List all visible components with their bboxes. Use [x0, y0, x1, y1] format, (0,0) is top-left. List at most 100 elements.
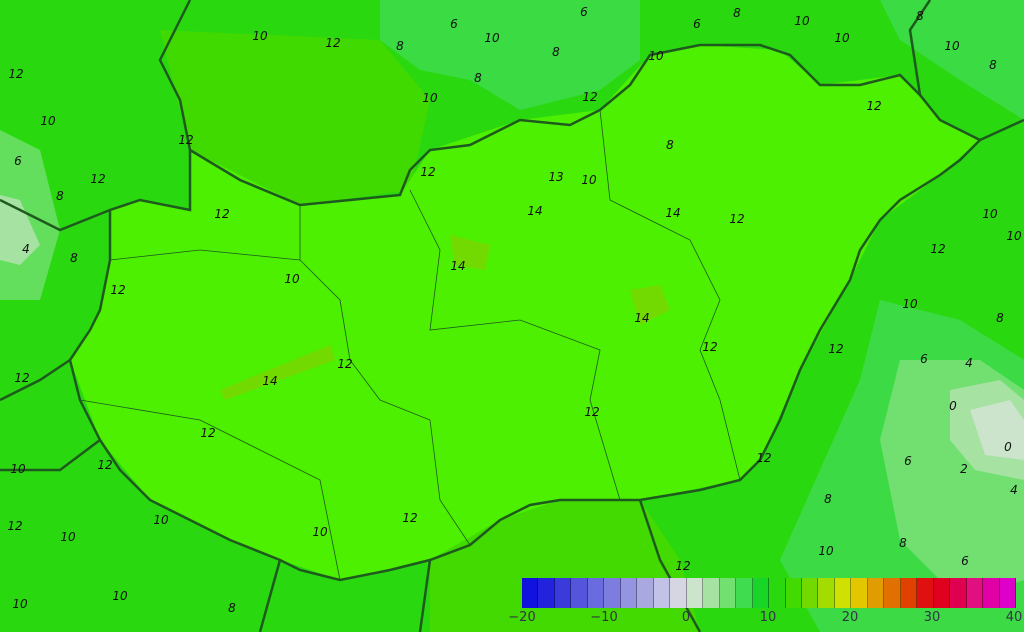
contour-label: 8: [666, 138, 674, 152]
county-border: [299, 205, 471, 546]
contour-label: 10: [312, 525, 328, 539]
colorbar-bin: [653, 578, 671, 608]
contour-label: 12: [178, 133, 193, 147]
contour-label: 12: [325, 36, 340, 50]
contour-label: 12: [420, 165, 435, 179]
contour-label: 14: [634, 311, 649, 325]
contour-label: 10: [818, 544, 834, 558]
contour-label: 12: [930, 242, 945, 256]
contour-label: 10: [944, 39, 960, 53]
contour-label: 6: [693, 17, 701, 31]
contour-label: 10: [10, 462, 26, 476]
contour-label: 8: [916, 9, 924, 23]
contour-label: 13: [548, 170, 563, 184]
contour-label: 10: [581, 173, 597, 187]
region-hungary-warm: [70, 45, 980, 580]
colorbar-bin: [604, 578, 621, 608]
colorbar-bin: [785, 578, 802, 608]
contour-label: 14: [262, 374, 277, 388]
contour-label: 8: [396, 39, 404, 53]
colorbar-bin: [538, 578, 555, 608]
colorbar-bin: [554, 578, 572, 608]
contour-label: 10: [112, 589, 128, 603]
contour-labels: 12 10 12 8 6 10 8 8 6 10 8 10 6 8 10 12 10 12 12 10 12 12 6 12 1…: [7, 5, 1022, 615]
contour-label: 8: [56, 189, 64, 203]
colorbar-bin: [686, 578, 704, 608]
contour-label: 12: [97, 458, 112, 472]
border-line: [979, 118, 1024, 142]
region-warmest-spot: [450, 235, 490, 270]
contour-label: 12: [756, 451, 771, 465]
contour-label: 12: [7, 519, 22, 533]
colorbar-bin: [884, 578, 901, 608]
border-line: [638, 499, 702, 632]
region-slovakia-warm: [160, 30, 430, 205]
border-line: [258, 559, 282, 632]
contour-label: 12: [729, 212, 744, 226]
contour-label: 6: [904, 454, 912, 468]
contour-label: 12: [200, 426, 215, 440]
contour-label: 12: [828, 342, 843, 356]
region-cool-northeast: [880, 0, 1024, 120]
contour-label: 12: [90, 172, 105, 186]
border-line: [418, 559, 432, 632]
contour-label: 12: [866, 99, 881, 113]
contour-label: 4: [22, 242, 30, 256]
colorbar-bin: [851, 578, 868, 608]
colorbar-bin: [637, 578, 654, 608]
colorbar-bin: [983, 578, 1000, 608]
county-borders: [79, 109, 741, 581]
colorbar-tick: −20: [508, 610, 536, 625]
colorbar-bin: [834, 578, 852, 608]
colorbar-bin: [587, 578, 605, 608]
contour-label: 12: [337, 357, 352, 371]
contour-label: 8: [70, 251, 78, 265]
contour-label: 8: [824, 492, 832, 506]
contour-label: 6: [14, 154, 22, 168]
contour-label: 12: [582, 90, 597, 104]
colorbar-tick: 10: [759, 610, 777, 625]
contour-label: 10: [12, 597, 28, 611]
border-line: [908, 0, 932, 96]
region-cool-north: [380, 0, 640, 110]
hungary-border: [68, 43, 983, 582]
contour-label: 6: [580, 5, 588, 19]
contour-label: 8: [228, 601, 236, 615]
colorbar-bin: [867, 578, 885, 608]
colorbar-bin: [719, 578, 737, 608]
colorbar-bin: [769, 578, 786, 608]
contour-label: 8: [552, 45, 560, 59]
county-border: [109, 249, 301, 261]
colorbar-bin: [571, 578, 588, 608]
border-line: [0, 358, 71, 402]
contour-label: 10: [284, 272, 300, 286]
colorbar-bin: [950, 578, 967, 608]
contour-label: 4: [1010, 483, 1018, 497]
contour-label: 10: [794, 14, 810, 28]
contour-label: 8: [733, 6, 741, 20]
colorbar-bin: [703, 578, 720, 608]
colorbar-tick: 20: [841, 610, 859, 625]
county-border: [599, 109, 741, 481]
colorbar-bin: [620, 578, 638, 608]
contour-label: 10: [484, 31, 500, 45]
contour-label: 8: [996, 311, 1004, 325]
contour-label: 12: [702, 340, 717, 354]
colorbar-tick: 40: [1005, 610, 1023, 625]
colorbar-bin: [752, 578, 770, 608]
contour-label: 8: [474, 71, 482, 85]
contour-label: 10: [834, 31, 850, 45]
contour-label: 10: [60, 530, 76, 544]
contour-label: 10: [902, 297, 918, 311]
contour-label: 4: [965, 356, 973, 370]
colorbar-tick: −10: [590, 610, 618, 625]
colorbar-tick: 30: [923, 610, 941, 625]
contour-label: 10: [153, 513, 169, 527]
contour-label: 12: [402, 511, 417, 525]
contour-label: 14: [450, 259, 465, 273]
contour-label: 2: [960, 462, 968, 476]
contour-label: 6: [450, 17, 458, 31]
